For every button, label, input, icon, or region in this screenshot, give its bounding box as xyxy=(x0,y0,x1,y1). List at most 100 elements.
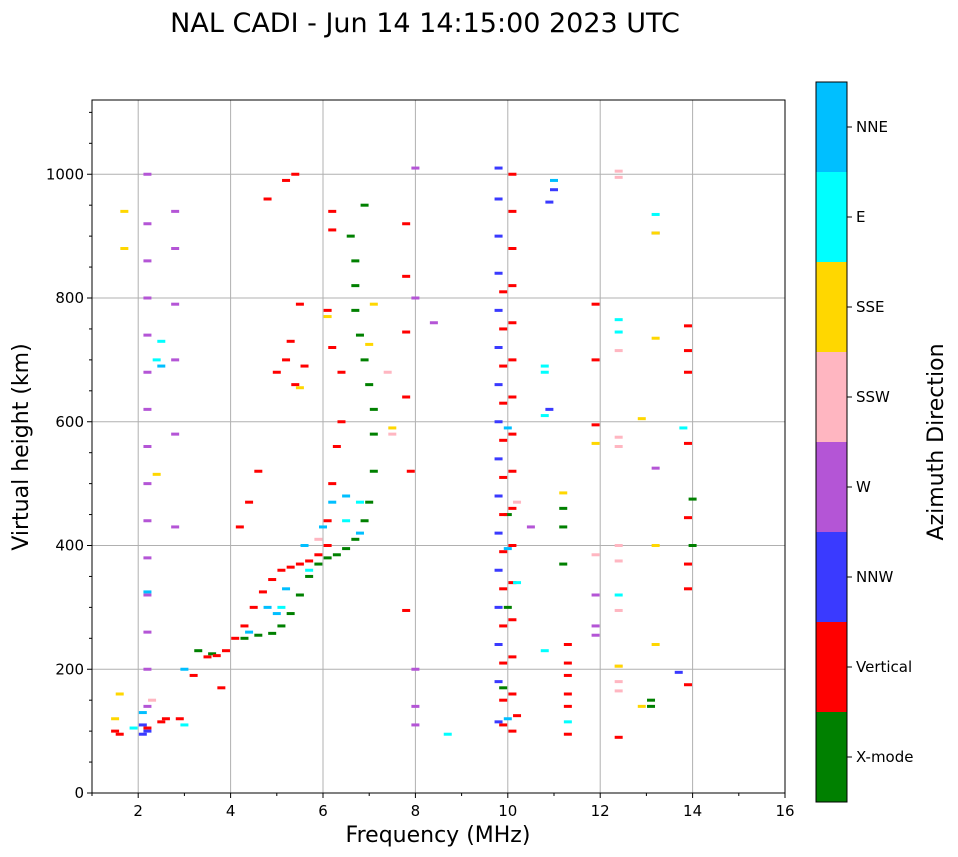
data-point xyxy=(402,330,411,334)
data-point xyxy=(513,714,522,718)
data-point xyxy=(540,649,549,653)
data-point xyxy=(240,636,249,640)
data-point xyxy=(683,683,692,687)
data-point xyxy=(143,482,152,486)
data-point xyxy=(282,587,291,591)
data-point xyxy=(286,339,295,343)
data-point xyxy=(494,166,503,170)
x-tick-label: 12 xyxy=(591,802,610,820)
data-point xyxy=(268,578,277,582)
data-point xyxy=(152,358,161,362)
data-point xyxy=(683,441,692,445)
data-point xyxy=(651,466,660,470)
data-point xyxy=(647,698,656,702)
data-point xyxy=(120,209,129,213)
data-point xyxy=(494,568,503,572)
data-point xyxy=(365,383,374,387)
data-point xyxy=(152,472,161,476)
data-point xyxy=(508,395,517,399)
colorbar-category-label: Vertical xyxy=(856,658,912,676)
data-point xyxy=(494,383,503,387)
data-point xyxy=(503,547,512,551)
data-point xyxy=(171,358,180,362)
data-point xyxy=(494,457,503,461)
y-tick-label: 400 xyxy=(55,537,84,555)
data-point xyxy=(499,723,508,727)
data-point xyxy=(614,169,623,173)
data-point xyxy=(494,234,503,238)
data-point xyxy=(614,445,623,448)
data-point xyxy=(443,732,452,736)
data-point xyxy=(550,188,558,192)
data-point xyxy=(683,587,692,591)
data-marks xyxy=(111,166,697,739)
data-point xyxy=(171,247,180,250)
y-axis-label: Virtual height (km) xyxy=(9,343,34,550)
data-point xyxy=(115,732,124,736)
data-point xyxy=(494,720,503,724)
data-point xyxy=(688,544,697,547)
data-point xyxy=(499,401,508,405)
data-point xyxy=(614,689,623,693)
data-point xyxy=(342,519,351,523)
data-point xyxy=(402,222,411,226)
data-point xyxy=(499,698,508,702)
data-point xyxy=(513,500,522,504)
data-point xyxy=(231,636,240,640)
data-point xyxy=(217,686,226,690)
colorbar-category-label: NNE xyxy=(856,118,888,136)
data-point xyxy=(355,500,364,504)
data-point xyxy=(591,423,600,427)
data-point xyxy=(494,531,503,535)
data-point xyxy=(508,506,517,510)
data-point xyxy=(175,717,184,721)
data-point xyxy=(494,643,503,646)
data-point xyxy=(591,633,600,637)
data-point xyxy=(360,358,369,362)
data-point xyxy=(143,729,152,733)
data-point xyxy=(591,553,600,557)
data-point xyxy=(508,544,517,547)
data-point xyxy=(494,308,503,312)
data-point xyxy=(559,562,568,566)
data-point xyxy=(332,553,341,557)
colorbar-category-label: X-mode xyxy=(856,748,913,766)
data-point xyxy=(171,432,180,436)
data-point xyxy=(508,469,517,473)
data-point xyxy=(138,723,147,727)
data-point xyxy=(328,209,337,213)
colorbar-segment xyxy=(816,262,847,352)
data-point xyxy=(305,559,314,563)
data-point xyxy=(406,469,415,473)
x-axis-ticks: 2 4 6 8 10 12 14 16 xyxy=(91,793,795,820)
data-point xyxy=(369,432,378,436)
data-point xyxy=(245,630,254,634)
data-point xyxy=(563,661,572,665)
data-point xyxy=(277,624,286,628)
data-point xyxy=(563,692,572,696)
data-point xyxy=(143,590,152,594)
data-point xyxy=(143,222,152,226)
x-tick-label: 14 xyxy=(683,802,702,820)
data-point xyxy=(494,271,503,275)
colorbar-label: Azimuth Direction xyxy=(924,343,949,540)
data-point xyxy=(129,726,138,730)
colorbar-segment xyxy=(816,82,847,172)
data-point xyxy=(508,172,517,176)
data-point xyxy=(614,608,623,612)
data-point xyxy=(563,720,572,724)
data-point xyxy=(559,525,568,529)
data-point xyxy=(526,525,535,529)
data-point xyxy=(337,420,346,424)
data-point xyxy=(651,231,660,235)
data-point xyxy=(351,308,360,312)
data-point xyxy=(614,318,623,322)
data-point xyxy=(494,680,503,684)
colorbar-segment xyxy=(816,442,847,532)
y-tick-label: 200 xyxy=(55,660,84,678)
data-point xyxy=(508,581,517,585)
data-point xyxy=(295,593,304,597)
colorbar: X-mode Vertical NNW W SSW SSE E NNE xyxy=(816,82,913,802)
data-point xyxy=(508,655,517,659)
colorbar-category-label: SSE xyxy=(856,298,885,316)
